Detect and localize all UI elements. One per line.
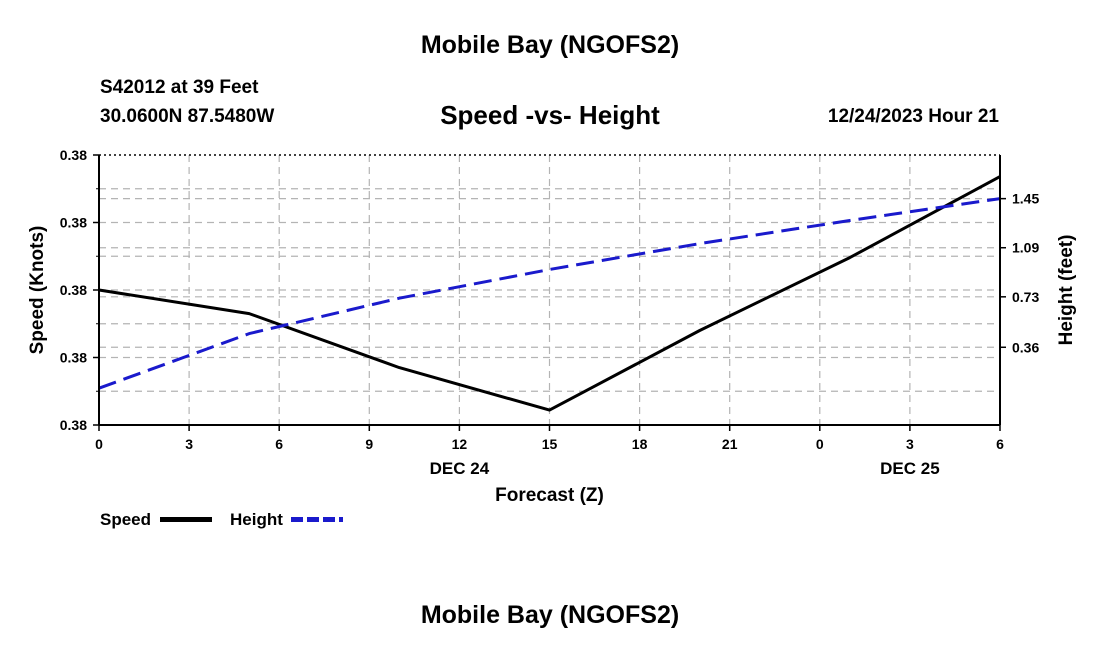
- legend-speed-swatch: [160, 517, 212, 522]
- y-right-axis-title: Height (feet): [1056, 235, 1077, 346]
- x-tick-label: 18: [632, 436, 648, 452]
- y-right-tick-label: 1.09: [1012, 240, 1039, 256]
- station-label: S42012 at 39 Feet: [100, 77, 259, 98]
- legend-height-swatch: [291, 517, 343, 522]
- x-tick-label: 3: [906, 436, 914, 452]
- y-left-axis-title: Speed (Knots): [27, 226, 48, 355]
- footer-title: Mobile Bay (NGOFS2): [420, 601, 680, 629]
- x-tick-label: 15: [542, 436, 558, 452]
- series-line-height: [98, 197, 1001, 390]
- legend-speed-label: Speed: [100, 510, 152, 529]
- x-date-label: DEC 24: [430, 459, 490, 478]
- grid-lines: [99, 154, 1000, 425]
- y-left-tick-label: 0.38: [60, 350, 87, 366]
- page-title: Mobile Bay (NGOFS2): [420, 31, 680, 59]
- series-line-speed: [98, 175, 1001, 412]
- y-left-tick-label: 0.38: [60, 282, 87, 298]
- y-right-tick-label: 1.45: [1012, 191, 1039, 207]
- y-right-tick-label: 0.36: [1012, 339, 1039, 355]
- x-tick-label: 12: [452, 436, 468, 452]
- series-lines: [98, 175, 1001, 412]
- speed-height-chart: 0 3 6 9 12 15 18 21 0 3 6 DEC 24 DEC 25 Forecast (Z) 0…: [27, 147, 1077, 506]
- x-tick-label: 6: [996, 436, 1004, 452]
- datetime-label: 12/24/2023 Hour 21: [827, 106, 999, 127]
- axis-ticks: [93, 154, 1006, 431]
- y-right-tick-label: 0.73: [1012, 289, 1039, 305]
- coordinates-label: 30.0600N 87.5480W: [100, 106, 275, 127]
- y-left-tick-label: 0.38: [60, 215, 87, 231]
- x-tick-label: 0: [95, 436, 103, 452]
- y-left-tick-label: 0.38: [60, 417, 87, 433]
- y-left-tick-label: 0.38: [60, 147, 87, 163]
- axis-labels: 0 3 6 9 12 15 18 21 0 3 6 DEC 24 DEC 25 Forecast (Z) 0…: [27, 147, 1077, 506]
- chart-title: Speed -vs- Height: [440, 100, 660, 130]
- x-date-label: DEC 25: [880, 459, 940, 478]
- x-tick-label: 9: [365, 436, 373, 452]
- x-tick-label: 21: [722, 436, 738, 452]
- x-tick-label: 0: [816, 436, 824, 452]
- x-tick-label: 6: [275, 436, 283, 452]
- x-axis-title: Forecast (Z): [495, 485, 604, 506]
- x-tick-label: 3: [185, 436, 193, 452]
- legend-height-label: Height: [230, 510, 283, 529]
